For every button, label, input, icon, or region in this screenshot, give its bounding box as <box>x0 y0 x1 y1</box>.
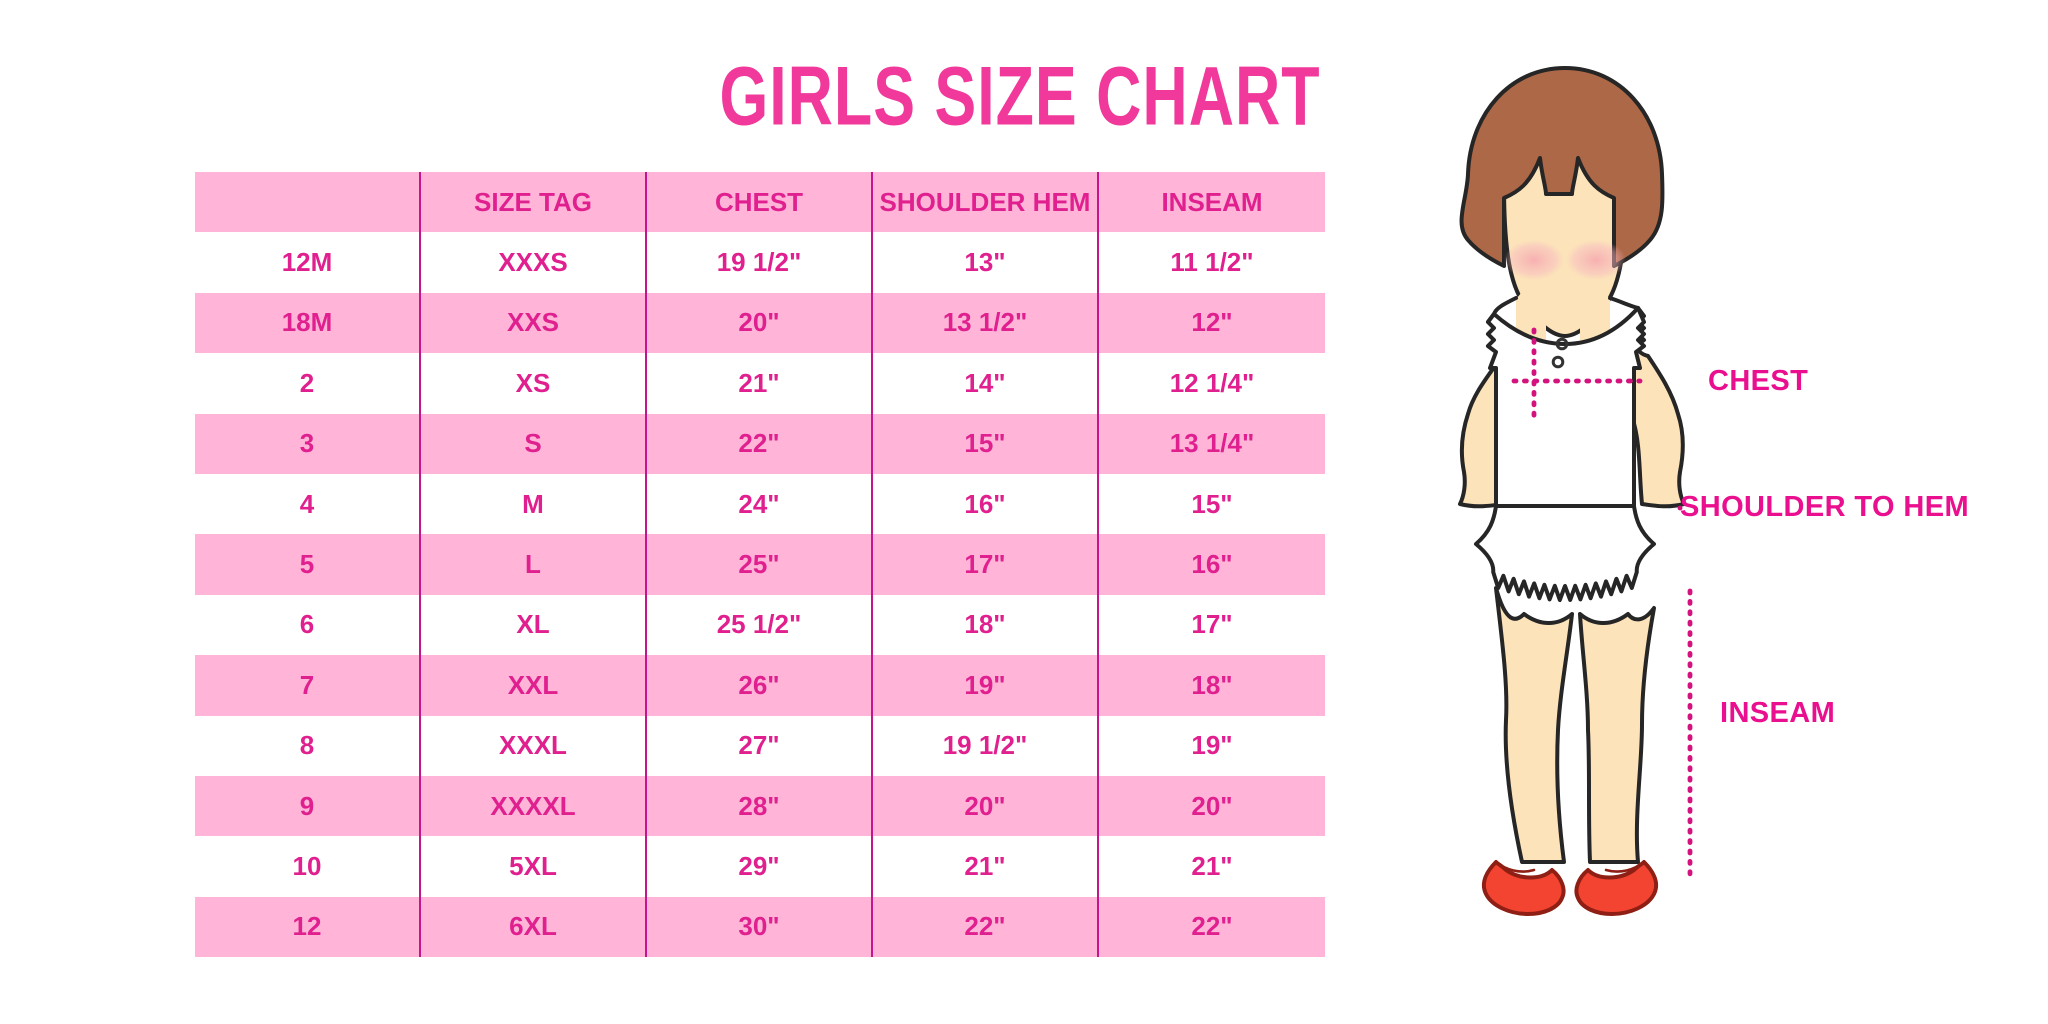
svg-text:INSEAM: INSEAM <box>1720 697 1835 729</box>
svg-text:CHEST: CHEST <box>1708 365 1808 397</box>
svg-text:SHOULDER TO HEM: SHOULDER TO HEM <box>1680 491 1969 523</box>
